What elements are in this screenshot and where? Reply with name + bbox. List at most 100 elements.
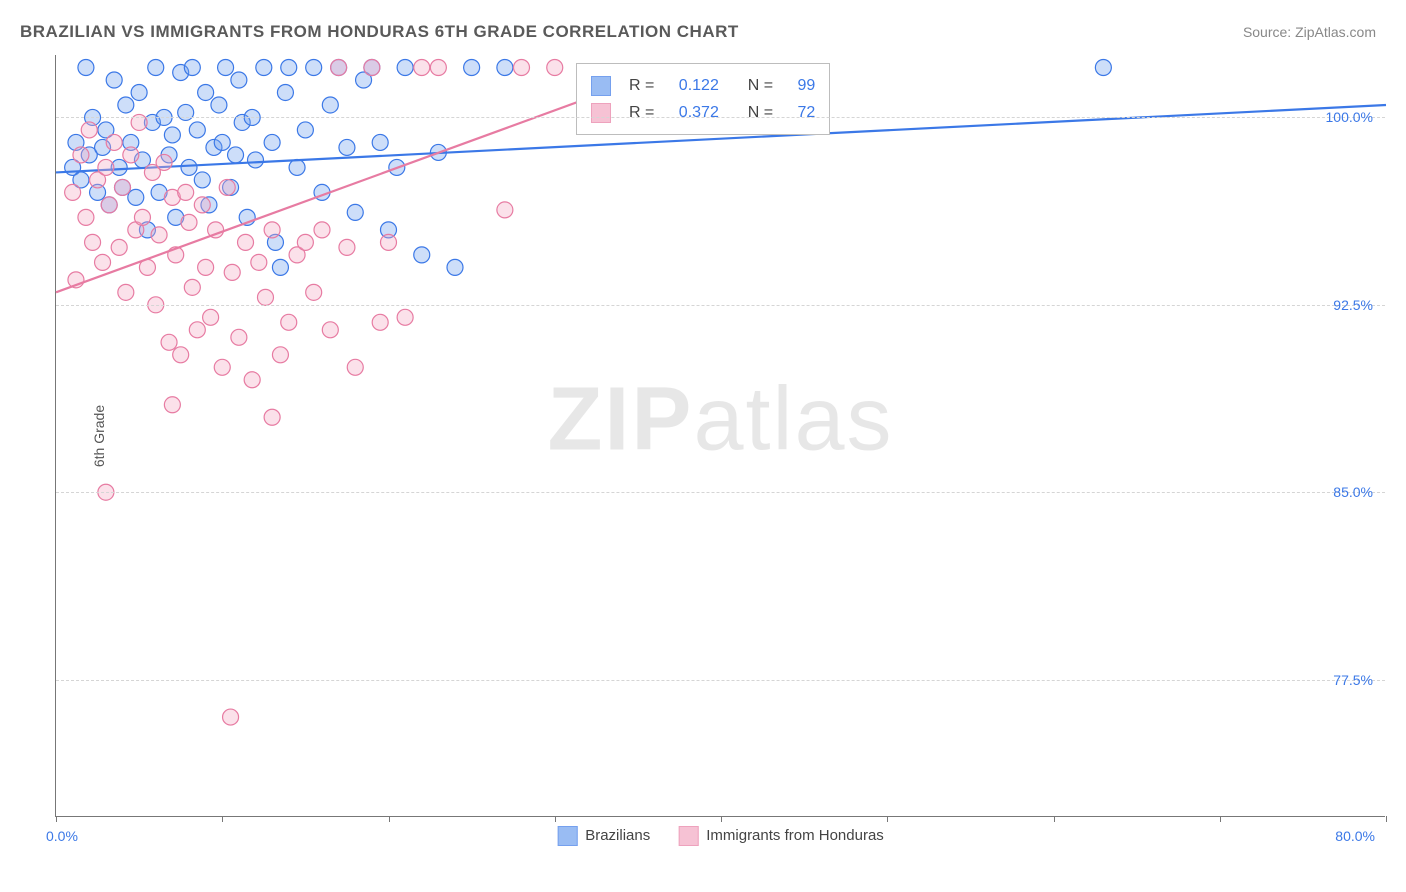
data-point: [181, 159, 197, 175]
gridline: [56, 680, 1385, 681]
data-point: [214, 134, 230, 150]
regression-line: [56, 80, 638, 292]
x-tick: [56, 816, 57, 822]
data-point: [372, 134, 388, 150]
data-point: [264, 222, 280, 238]
data-point: [85, 234, 101, 250]
data-point: [181, 214, 197, 230]
swatch-series2: [591, 103, 611, 123]
data-point: [81, 122, 97, 138]
y-tick-label: 85.0%: [1333, 484, 1373, 500]
data-point: [314, 222, 330, 238]
x-axis-min: 0.0%: [46, 828, 78, 844]
data-point: [347, 359, 363, 375]
data-point: [297, 234, 313, 250]
data-point: [184, 59, 200, 75]
data-point: [228, 147, 244, 163]
correlation-box: R = 0.122 N = 99 R = 0.372 N = 72: [576, 63, 830, 135]
data-point: [1095, 59, 1111, 75]
data-point: [218, 59, 234, 75]
data-point: [231, 72, 247, 88]
gridline: [56, 117, 1385, 118]
data-point: [414, 247, 430, 263]
data-point: [173, 347, 189, 363]
data-point: [264, 134, 280, 150]
data-point: [231, 329, 247, 345]
data-point: [131, 84, 147, 100]
data-point: [277, 84, 293, 100]
data-point: [73, 147, 89, 163]
swatch-series1: [591, 76, 611, 96]
data-point: [322, 322, 338, 338]
data-point: [123, 147, 139, 163]
data-point: [211, 97, 227, 113]
data-point: [101, 197, 117, 213]
data-point: [430, 59, 446, 75]
data-point: [156, 154, 172, 170]
data-point: [198, 84, 214, 100]
data-point: [78, 59, 94, 75]
data-point: [272, 347, 288, 363]
swatch-series1-icon: [557, 826, 577, 846]
data-point: [161, 334, 177, 350]
data-point: [118, 284, 134, 300]
data-point: [189, 322, 205, 338]
data-point: [106, 72, 122, 88]
data-point: [381, 234, 397, 250]
data-point: [257, 289, 273, 305]
data-point: [194, 172, 210, 188]
data-point: [256, 59, 272, 75]
data-point: [322, 97, 338, 113]
data-point: [497, 202, 513, 218]
data-point: [244, 372, 260, 388]
data-point: [164, 397, 180, 413]
y-tick-label: 100.0%: [1326, 109, 1373, 125]
data-point: [397, 59, 413, 75]
data-point: [331, 59, 347, 75]
chart-title: BRAZILIAN VS IMMIGRANTS FROM HONDURAS 6T…: [20, 22, 739, 42]
data-point: [111, 239, 127, 255]
data-point: [447, 259, 463, 275]
y-tick-label: 92.5%: [1333, 297, 1373, 313]
data-point: [497, 59, 513, 75]
x-tick: [1220, 816, 1221, 822]
data-point: [194, 197, 210, 213]
x-tick: [887, 816, 888, 822]
data-point: [264, 409, 280, 425]
data-point: [106, 134, 122, 150]
swatch-series2-icon: [678, 826, 698, 846]
data-point: [184, 279, 200, 295]
data-point: [414, 59, 430, 75]
data-point: [128, 189, 144, 205]
data-point: [164, 127, 180, 143]
data-point: [397, 309, 413, 325]
x-tick: [721, 816, 722, 822]
data-point: [151, 227, 167, 243]
data-point: [251, 254, 267, 270]
legend-item-2: Immigrants from Honduras: [678, 826, 884, 846]
plot-area: 6th Grade ZIPatlas R = 0.122 N = 99 R = …: [55, 55, 1385, 817]
data-point: [289, 159, 305, 175]
data-point: [148, 59, 164, 75]
data-point: [224, 264, 240, 280]
data-point: [223, 709, 239, 725]
data-point: [118, 97, 134, 113]
data-point: [364, 59, 380, 75]
data-point: [547, 59, 563, 75]
data-point: [219, 179, 235, 195]
data-point: [203, 309, 219, 325]
data-point: [464, 59, 480, 75]
data-point: [339, 139, 355, 155]
data-point: [238, 234, 254, 250]
x-tick: [555, 816, 556, 822]
gridline: [56, 492, 1385, 493]
data-point: [78, 209, 94, 225]
y-tick-label: 77.5%: [1333, 672, 1373, 688]
data-point: [339, 239, 355, 255]
data-point: [306, 284, 322, 300]
data-point: [281, 59, 297, 75]
data-point: [372, 314, 388, 330]
data-point: [297, 122, 313, 138]
legend-item-1: Brazilians: [557, 826, 650, 846]
x-tick: [389, 816, 390, 822]
